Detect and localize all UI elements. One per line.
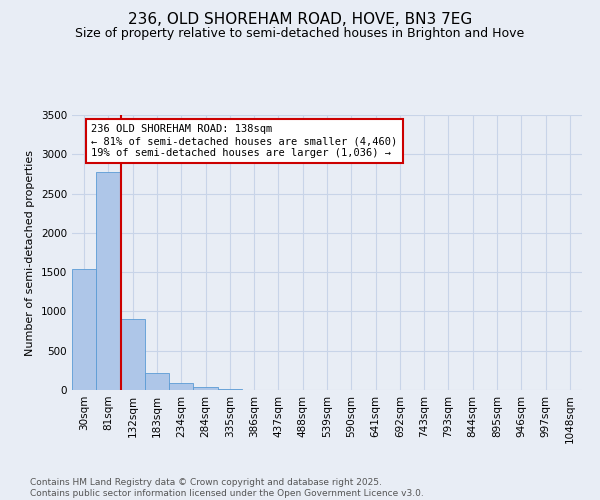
Y-axis label: Number of semi-detached properties: Number of semi-detached properties <box>25 150 35 356</box>
Bar <box>169 382 193 390</box>
Bar <box>121 320 145 390</box>
Bar <box>145 373 169 390</box>
Text: Contains HM Land Registry data © Crown copyright and database right 2025.
Contai: Contains HM Land Registry data © Crown c… <box>30 478 424 498</box>
Bar <box>218 388 242 390</box>
Text: Size of property relative to semi-detached houses in Brighton and Hove: Size of property relative to semi-detach… <box>76 28 524 40</box>
Text: 236, OLD SHOREHAM ROAD, HOVE, BN3 7EG: 236, OLD SHOREHAM ROAD, HOVE, BN3 7EG <box>128 12 472 28</box>
Bar <box>193 387 218 390</box>
Bar <box>96 172 121 390</box>
Bar <box>72 269 96 390</box>
Text: 236 OLD SHOREHAM ROAD: 138sqm
← 81% of semi-detached houses are smaller (4,460)
: 236 OLD SHOREHAM ROAD: 138sqm ← 81% of s… <box>91 124 398 158</box>
